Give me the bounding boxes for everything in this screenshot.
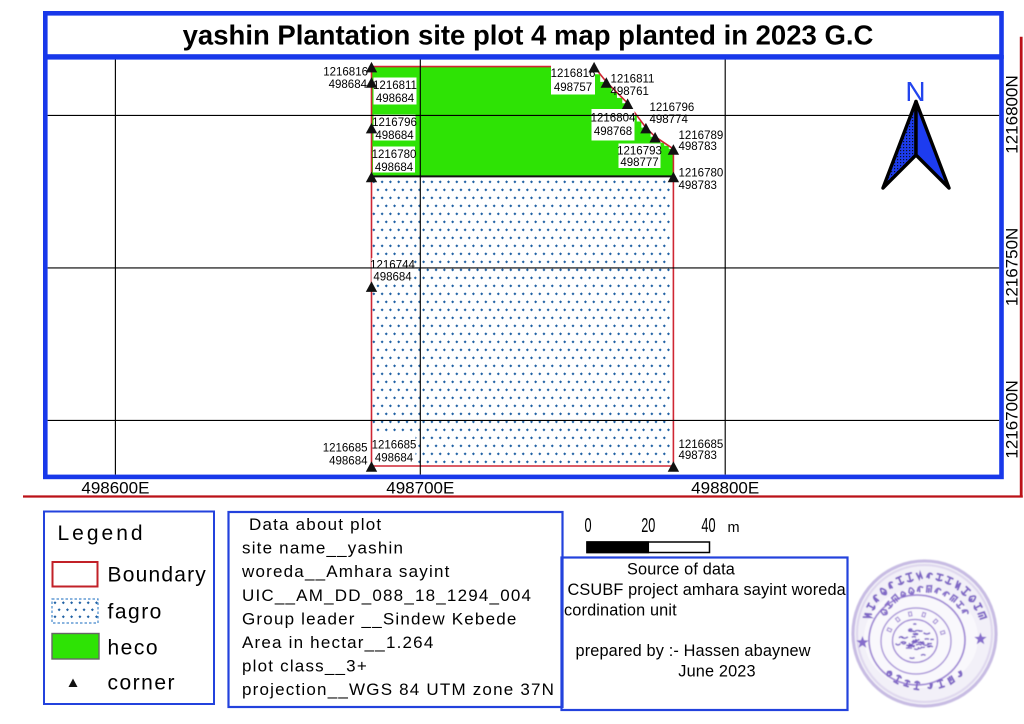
svg-text:Data about plot: Data about plot (249, 515, 382, 534)
svg-text:1216816: 1216816 (551, 68, 596, 80)
svg-text:498783: 498783 (679, 141, 717, 153)
svg-text:N: N (905, 76, 925, 107)
svg-text:498600E: 498600E (81, 479, 149, 498)
svg-text:1216796: 1216796 (650, 102, 695, 114)
svg-text:498684: 498684 (329, 456, 368, 468)
svg-text:0: 0 (584, 514, 591, 537)
svg-text:1216685: 1216685 (372, 440, 417, 452)
svg-text:498768: 498768 (594, 126, 632, 138)
svg-text:498684: 498684 (373, 272, 412, 284)
svg-text:1216789: 1216789 (679, 130, 724, 142)
svg-text:CSUBF project amhara sayint wo: CSUBF project amhara sayint woreda (568, 581, 847, 599)
svg-text:Boundary: Boundary (108, 564, 208, 587)
svg-text:498783: 498783 (679, 180, 717, 192)
svg-text:1216780: 1216780 (372, 149, 417, 161)
svg-text:40: 40 (701, 514, 715, 537)
svg-text:1216811: 1216811 (611, 74, 655, 86)
svg-text:yashin Plantation site plot 4: yashin Plantation site plot 4 map plante… (183, 20, 874, 51)
svg-text:site name__yashin: site name__yashin (242, 539, 404, 558)
svg-text:plot class__3+: plot class__3+ (242, 657, 368, 676)
svg-text:1216793: 1216793 (617, 146, 662, 158)
svg-text:woreda__Amhara sayint: woreda__Amhara sayint (241, 562, 451, 581)
svg-text:498684: 498684 (375, 130, 414, 142)
svg-text:Source of data: Source of data (627, 561, 736, 579)
svg-text:498684: 498684 (375, 453, 414, 465)
svg-text:heco: heco (108, 637, 160, 660)
svg-text:Legend: Legend (58, 522, 146, 545)
svg-text:498777: 498777 (620, 157, 658, 169)
svg-text:498761: 498761 (611, 86, 649, 98)
svg-text:1216685: 1216685 (679, 439, 724, 451)
svg-text:Group leader __Sindew Kebede: Group leader __Sindew Kebede (242, 609, 518, 628)
svg-text:498684: 498684 (376, 93, 415, 105)
svg-text:498684: 498684 (375, 162, 414, 174)
svg-text:prepared by :- Hassen abaynew: prepared by :- Hassen abaynew (576, 642, 811, 660)
svg-text:corner: corner (108, 672, 177, 695)
svg-text:1216811: 1216811 (373, 80, 417, 92)
svg-text:1216800N: 1216800N (1003, 75, 1022, 153)
svg-text:June 2023: June 2023 (678, 663, 755, 681)
svg-text:cordination unit: cordination unit (564, 602, 677, 620)
svg-text:projection__WGS 84 UTM zone 37: projection__WGS 84 UTM zone 37N (242, 680, 555, 699)
svg-text:1216700N: 1216700N (1003, 380, 1022, 458)
svg-text:498684: 498684 (329, 79, 368, 91)
svg-text:1216796: 1216796 (372, 117, 417, 129)
svg-text:1216744: 1216744 (370, 259, 415, 271)
svg-text:UIC__AM_DD_088_18_1294_004: UIC__AM_DD_088_18_1294_004 (242, 586, 532, 605)
svg-text:fagro: fagro (108, 601, 163, 624)
svg-text:498700E: 498700E (386, 479, 454, 498)
svg-text:498774: 498774 (650, 114, 689, 126)
svg-text:498757: 498757 (554, 82, 592, 94)
svg-text:1216780: 1216780 (679, 168, 724, 180)
svg-text:m: m (728, 520, 740, 536)
svg-text:498800E: 498800E (691, 479, 759, 498)
svg-text:Area in hectar__1.264: Area in hectar__1.264 (242, 633, 435, 652)
svg-text:1216685: 1216685 (323, 443, 368, 455)
svg-text:1216804: 1216804 (591, 113, 636, 125)
svg-text:1216816: 1216816 (323, 67, 368, 79)
svg-text:1216750N: 1216750N (1003, 228, 1022, 306)
svg-text:498783: 498783 (679, 450, 717, 462)
svg-text:20: 20 (641, 514, 655, 537)
